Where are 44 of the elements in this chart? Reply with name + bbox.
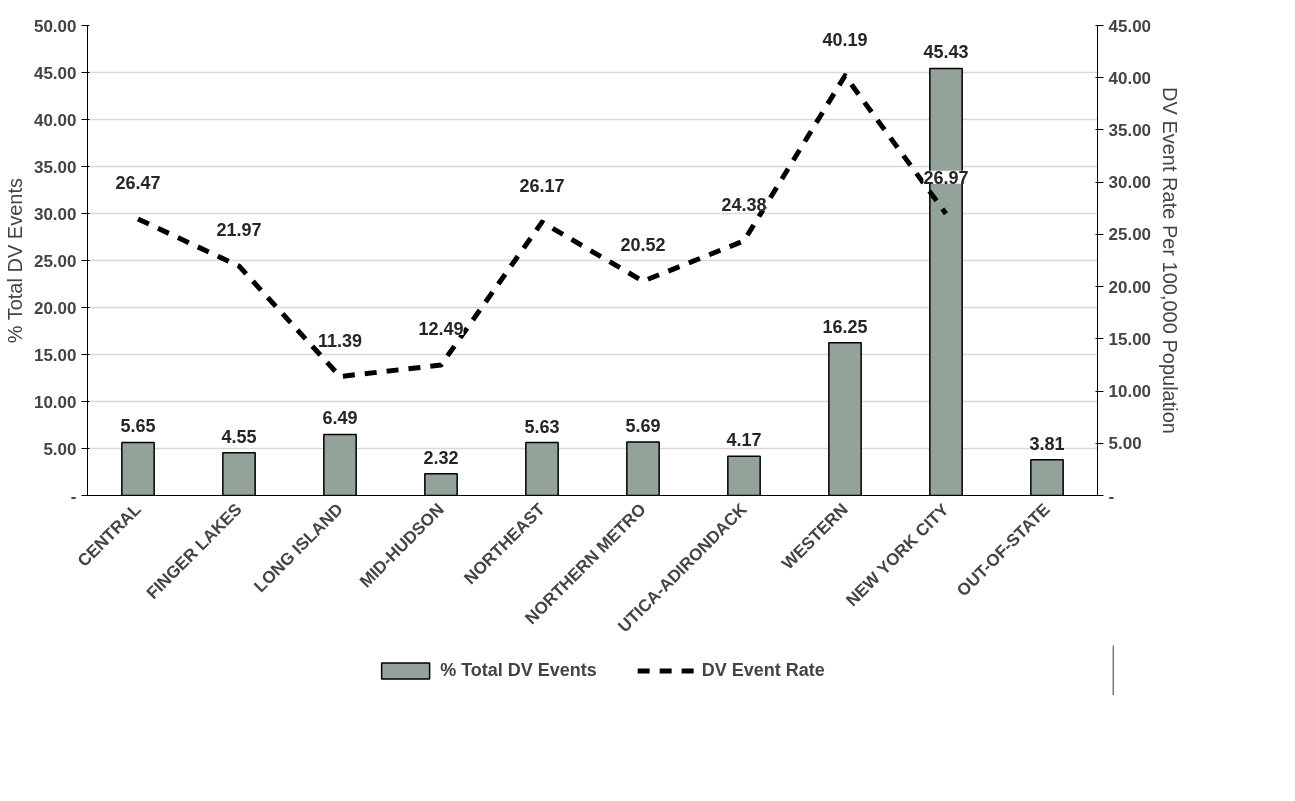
y2-tick-label: 40.00 xyxy=(1108,68,1152,88)
data-label: 21.97 xyxy=(216,220,262,241)
y-tick-label: 25.00 xyxy=(33,251,77,271)
y-axis-title: % Total DV Events xyxy=(3,178,26,344)
y2-axis-title: DV Event Rate Per 100,000 Population xyxy=(1159,87,1182,434)
data-label: 5.63 xyxy=(524,416,560,437)
data-label: 2.32 xyxy=(423,447,459,468)
data-label: 24.38 xyxy=(721,194,767,215)
data-label: 6.49 xyxy=(322,408,358,429)
y-tick-label: 20.00 xyxy=(33,298,77,318)
y-tick-label: 15.00 xyxy=(33,345,77,365)
data-label: 12.49 xyxy=(418,319,464,340)
legend-label: DV Event Rate xyxy=(701,659,825,681)
data-label: 4.55 xyxy=(221,426,257,447)
y2-tick-label: 5.00 xyxy=(1108,434,1142,454)
data-label: 5.65 xyxy=(120,416,156,437)
data-label: 45.43 xyxy=(923,42,969,63)
data-label: 20.52 xyxy=(620,235,666,256)
data-label: 40.19 xyxy=(822,29,868,50)
y-tick-label: 45.00 xyxy=(33,63,77,83)
legend-label: % Total DV Events xyxy=(440,659,597,681)
data-label: 26.97 xyxy=(923,167,969,188)
y2-tick-label: 45.00 xyxy=(1108,16,1152,36)
y2-tick-label: 10.00 xyxy=(1108,382,1152,402)
y2-tick-label: 25.00 xyxy=(1108,225,1152,245)
y-tick-label: 50.00 xyxy=(33,16,77,36)
y-tick-label: 40.00 xyxy=(33,110,77,130)
y2-tick-label: 35.00 xyxy=(1108,120,1152,140)
data-label: 26.47 xyxy=(115,173,161,194)
y-tick-label: 5.00 xyxy=(43,439,77,459)
y2-tick-label: - xyxy=(1108,486,1115,506)
y2-tick-label: 20.00 xyxy=(1108,277,1152,297)
y-tick-label: 30.00 xyxy=(33,204,77,224)
data-label: 11.39 xyxy=(317,330,363,351)
y-tick-label: - xyxy=(70,486,77,506)
data-label: 3.81 xyxy=(1029,433,1065,454)
y2-tick-label: 15.00 xyxy=(1108,329,1152,349)
y2-tick-label: 30.00 xyxy=(1108,173,1152,193)
data-label: 26.17 xyxy=(519,176,565,197)
data-label: 5.69 xyxy=(625,416,661,437)
y-tick-label: 10.00 xyxy=(33,392,77,412)
y-tick-label: 35.00 xyxy=(33,157,77,177)
data-label: 16.25 xyxy=(822,316,868,337)
data-label: 4.17 xyxy=(726,430,762,451)
